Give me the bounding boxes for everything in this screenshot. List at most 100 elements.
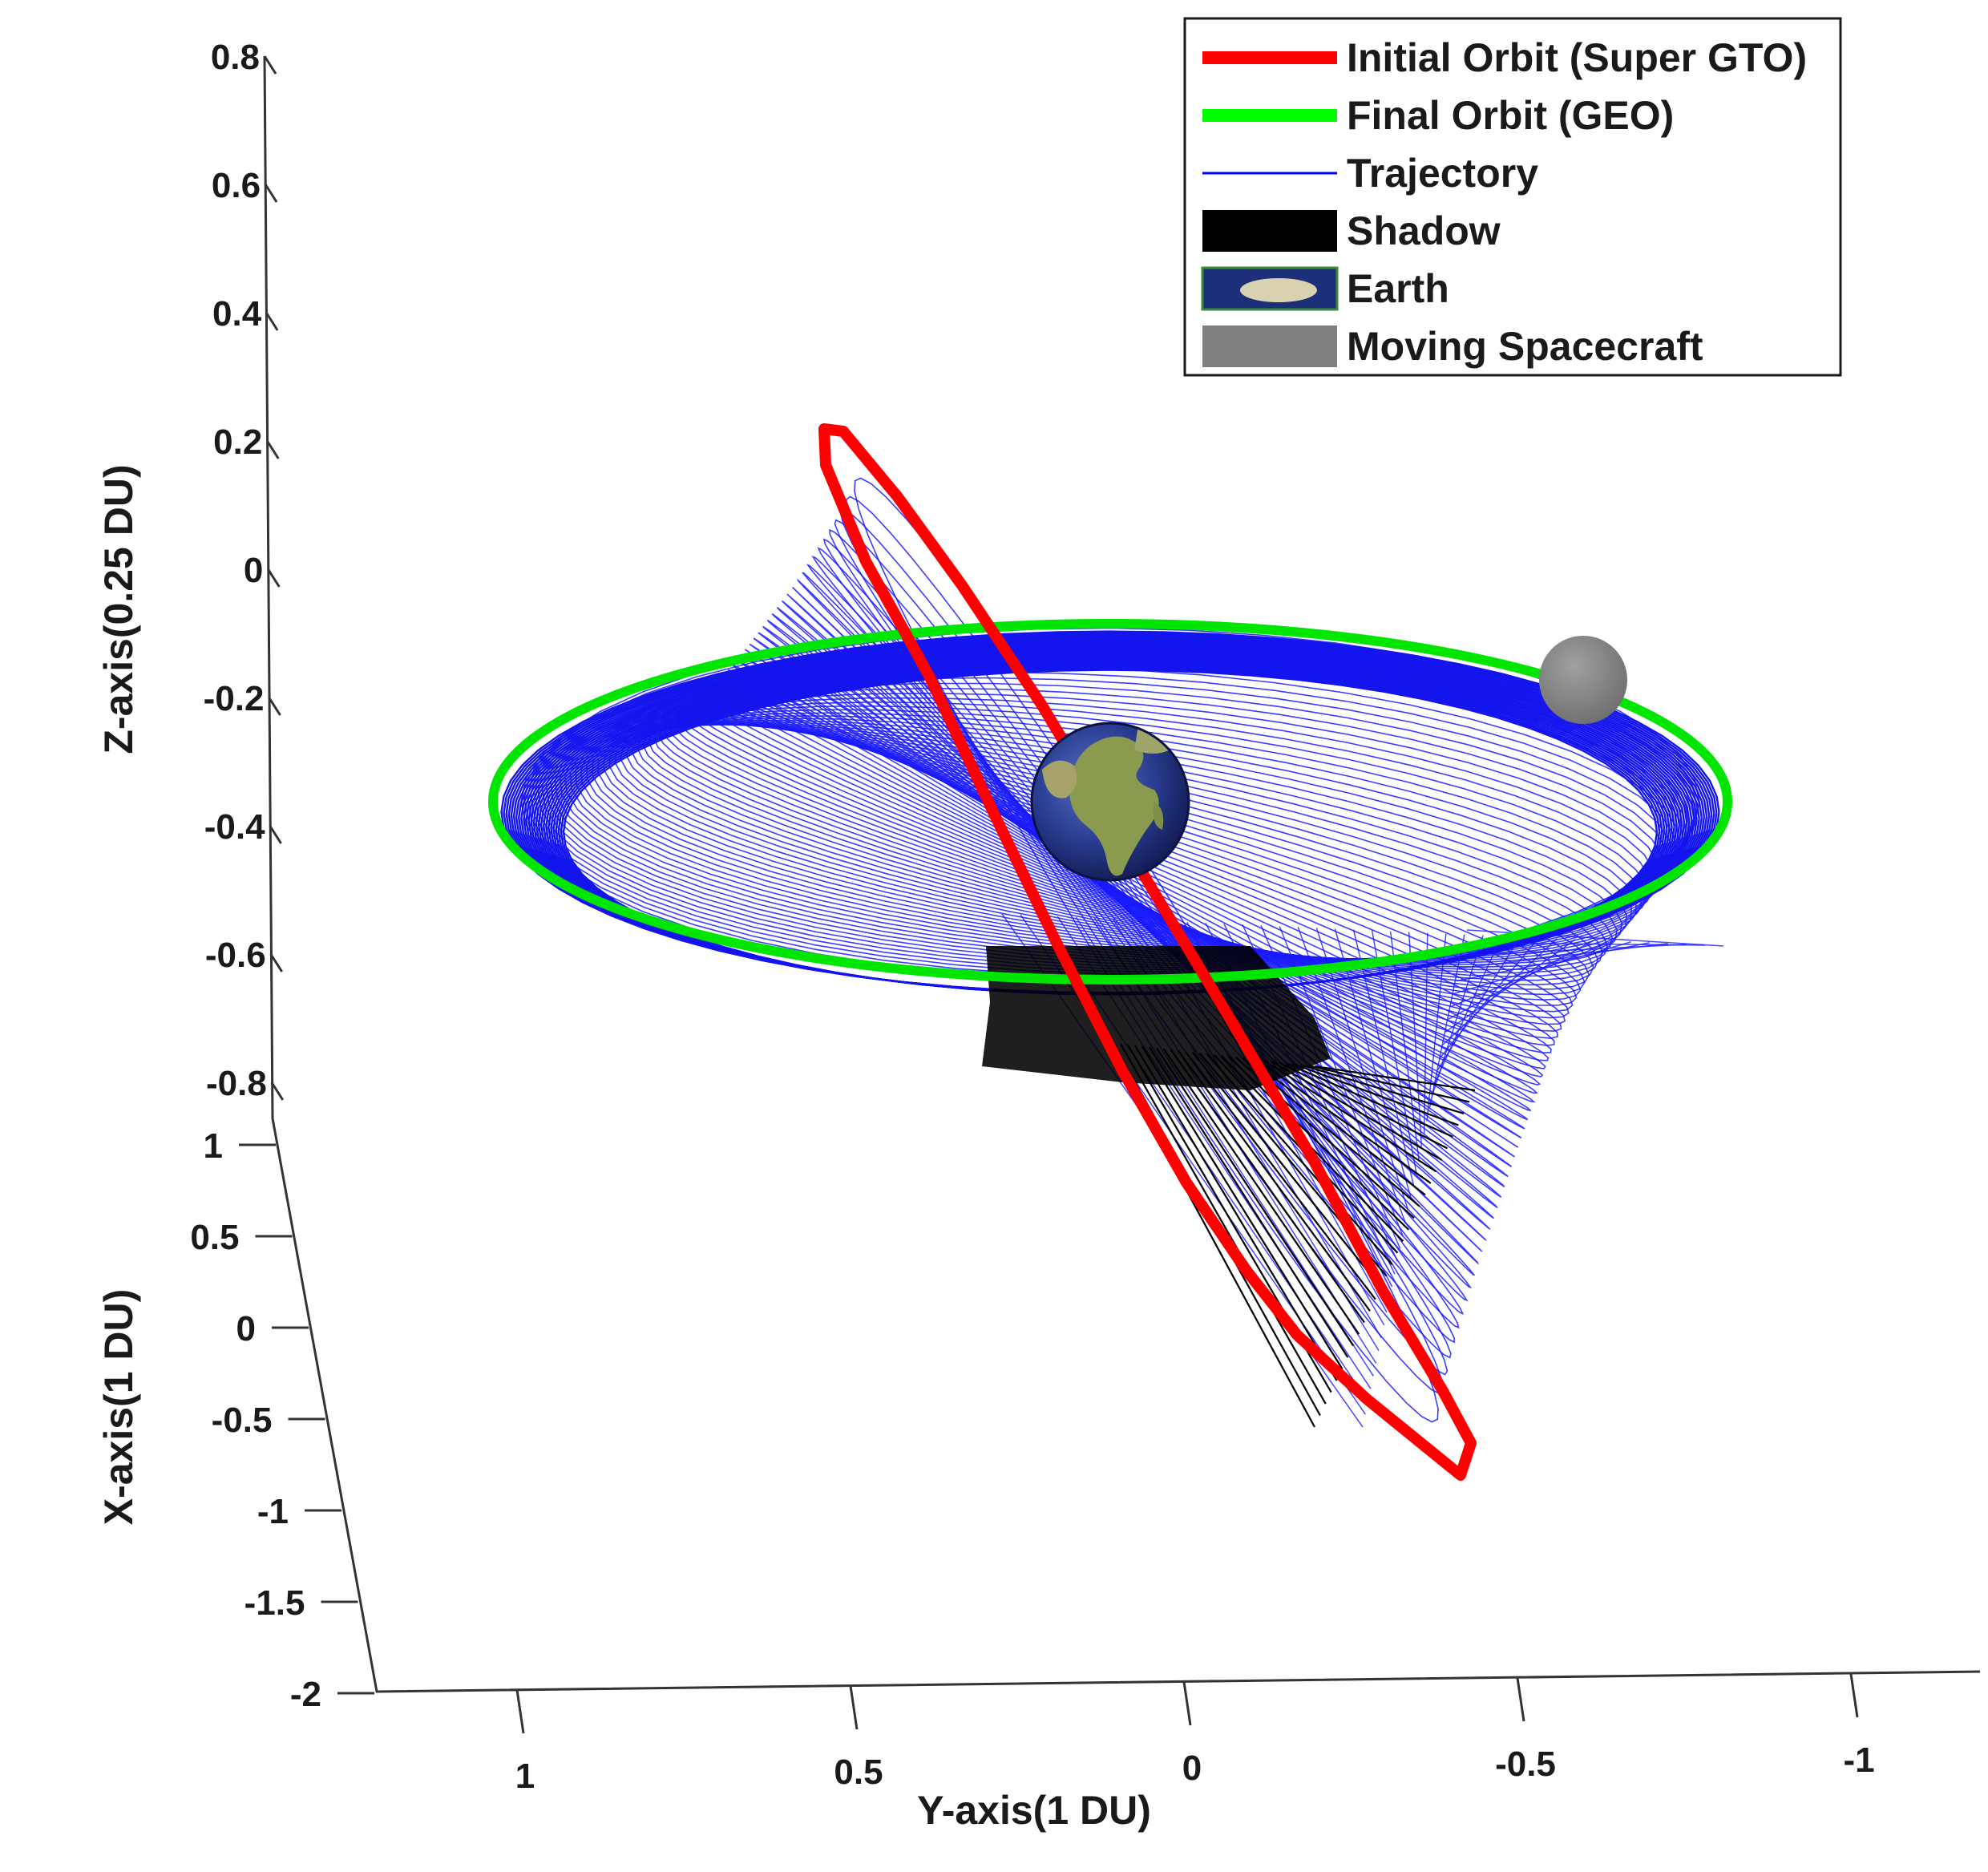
y-tick-mark (1849, 1673, 1859, 1718)
trajectory-segment (1334, 928, 1412, 1199)
y-tick-label: -1 (1843, 1741, 1874, 1780)
y-tick-label: 0.5 (834, 1753, 883, 1792)
trajectory-segment (1436, 936, 1521, 1071)
shadow-ray (1177, 1049, 1371, 1312)
z-tick-label: -0.6 (205, 936, 266, 975)
x-tick-label: -0.5 (212, 1401, 273, 1440)
x-tick-label: 0.5 (190, 1218, 239, 1257)
trajectory-segment (1260, 925, 1401, 1249)
trajectory-rim (500, 630, 1720, 994)
earth (1030, 722, 1190, 882)
shadow-ray (1141, 1045, 1344, 1370)
x-tick-label: 1 (204, 1126, 223, 1166)
shadow-ray (1206, 1053, 1393, 1265)
axes (239, 55, 1981, 1734)
shadow-ray (1191, 1051, 1382, 1288)
z-axis-label: Z-axis(0.25 DU) (96, 464, 141, 754)
trajectory-segment (1450, 940, 1613, 1008)
shadow-ray (1227, 1055, 1410, 1231)
legend-item: Final Orbit (GEO) (1202, 93, 1674, 138)
shadow-ray (1307, 1064, 1470, 1103)
legend-label: Trajectory (1347, 151, 1538, 196)
legend-label: Moving Spacecraft (1347, 324, 1703, 369)
z-tick-mark (268, 697, 281, 716)
shadow-ray (1263, 1059, 1437, 1173)
z-tick-label: 0.4 (212, 294, 262, 334)
shadow-ray (1292, 1062, 1459, 1126)
legend-item: Moving Spacecraft (1202, 324, 1703, 369)
z-tick-label: -0.2 (204, 679, 265, 718)
shadow-ray (1278, 1061, 1449, 1150)
z-tick-label: 0 (244, 551, 263, 590)
initial-orbit-super-gto (818, 423, 1477, 1481)
legend-swatch (1202, 210, 1337, 252)
shadow-ray (1119, 1043, 1327, 1405)
trajectory-segment (1352, 929, 1415, 1186)
x-tick-label: -2 (290, 1675, 321, 1714)
legend-box (1183, 17, 1842, 377)
axis-labels: 0.8 0.6 0.4 0.2 0 -0.2 -0.4 -0.6 -0.8 1 0.5 0 -0.5 -1… (96, 38, 1875, 1833)
moving-spacecraft (1539, 636, 1627, 724)
legend-earth-land (1240, 278, 1317, 302)
legend-item: Earth (1201, 266, 1449, 311)
trajectory-segment (1448, 940, 1594, 1020)
shadow-ray (1162, 1048, 1360, 1335)
z-tick-label: 0.6 (212, 166, 261, 205)
shadow-ray (1184, 1050, 1376, 1300)
legend-label: Initial Orbit (Super GTO) (1347, 35, 1807, 80)
z-tick-mark (269, 825, 282, 844)
trajectory-segment (1315, 928, 1409, 1211)
y-tick-mark (849, 1685, 859, 1730)
legend-label: Final Orbit (GEO) (1347, 93, 1674, 138)
trajectory-segment (1434, 936, 1502, 1084)
z-tick-mark (267, 568, 281, 588)
y-tick-label: 1 (515, 1757, 535, 1796)
trajectory-revolution (845, 495, 1445, 1395)
trajectory-segment (1453, 941, 1631, 995)
shadow-ray (1285, 1061, 1453, 1138)
x-axis-label: X-axis(1 DU) (96, 1289, 141, 1526)
x-tick-label: -1.5 (244, 1583, 305, 1623)
z-tick-mark (270, 1082, 285, 1101)
trajectory-segment (1458, 943, 1668, 969)
z-tick-label: -0.4 (204, 807, 265, 847)
shadow-ray (1271, 1060, 1443, 1161)
legend-label: Shadow (1347, 208, 1501, 253)
axis-lines (263, 55, 1981, 1693)
z-tick-label: -0.8 (206, 1064, 267, 1103)
y-tick-mark (1182, 1681, 1192, 1726)
shadow-ray (1314, 1065, 1476, 1092)
final-orbit-geo (488, 619, 1732, 985)
orbits (488, 423, 1732, 1481)
shadow-ray (1148, 1046, 1349, 1358)
z-tick-label: 0.8 (211, 38, 260, 77)
shadow-ray (1133, 1045, 1338, 1381)
shadow-ray (1170, 1049, 1365, 1324)
y-tick-label: -0.5 (1495, 1745, 1556, 1784)
legend: Initial Orbit (Super GTO) Final Orbit (GE… (1183, 17, 1842, 377)
legend-swatch (1202, 325, 1337, 367)
shadow-ray (1256, 1058, 1432, 1184)
y-tick-mark (1516, 1677, 1525, 1722)
z-tick-mark (265, 312, 279, 331)
y-tick-mark (515, 1689, 525, 1734)
shadow-ray (1299, 1063, 1465, 1115)
z-tick-mark (263, 55, 277, 75)
z-tick-mark (269, 953, 283, 972)
z-tick-label: 0.2 (213, 423, 262, 462)
legend-label: Earth (1347, 266, 1449, 311)
trajectory-segment (1423, 932, 1428, 1134)
trajectory-segment (1426, 933, 1447, 1122)
shadow-ray (1249, 1057, 1426, 1196)
legend-item: Initial Orbit (Super GTO) (1202, 35, 1807, 80)
shadow-ray (1155, 1047, 1355, 1347)
trajectory-revolution (839, 507, 1449, 1376)
z-tick-mark (264, 184, 278, 203)
legend-item: Shadow (1202, 208, 1501, 253)
legend-item: Trajectory (1202, 151, 1538, 196)
trajectory-segment (1428, 934, 1465, 1109)
x-tick-label: -1 (257, 1492, 289, 1531)
trajectory-segment (1389, 931, 1420, 1160)
x-tick-label: 0 (236, 1309, 256, 1348)
